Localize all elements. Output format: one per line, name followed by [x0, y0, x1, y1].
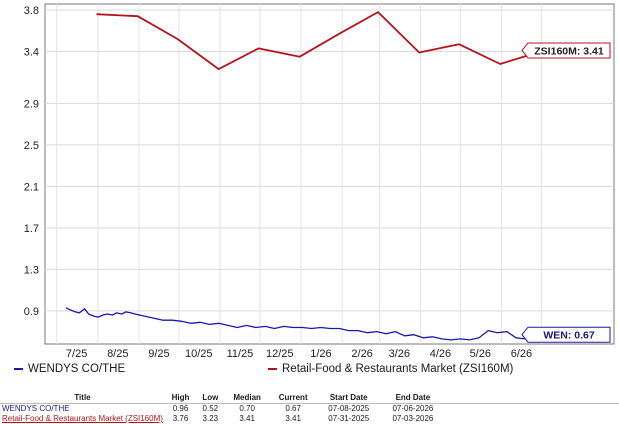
legend-label-zsi160m: Retail-Food & Restaurants Market (ZSI160…	[282, 363, 514, 375]
callout-label: WEN: 0.67	[543, 330, 595, 342]
x-tick-label: 3/26	[389, 348, 410, 360]
cell-high: 3.76	[172, 414, 189, 423]
callout-wendys: WEN: 0.67	[521, 326, 611, 343]
series-line-wendys	[65, 307, 549, 343]
header-high: High	[164, 393, 197, 404]
header-current: Current	[269, 393, 317, 404]
header-title: Title	[0, 393, 165, 404]
y-tick-label: 0.9	[24, 306, 39, 318]
cell-median: 3.41	[239, 414, 255, 423]
stats-table: Title High Low Median Current Start Date…	[0, 393, 619, 424]
y-tick-label: 3.8	[24, 5, 39, 17]
x-axis-ticks: 7/25 8/25 9/25 10/25 11/25 12/25 1/26 2/26 3/26 4…	[66, 348, 532, 360]
x-tick-label: 11/25	[227, 348, 254, 360]
series-lines	[65, 11, 549, 343]
y-tick-label: 2.9	[24, 98, 39, 110]
header-end-date: End Date	[380, 393, 445, 404]
header-start-date: Start Date	[316, 393, 381, 404]
x-tick-label: 9/25	[148, 348, 169, 360]
legend-label-wendys: WENDYS CO/THE	[28, 363, 126, 375]
cell-spacer	[445, 414, 619, 424]
cell-high: 0.96	[172, 404, 189, 413]
cell-end-date: 07-03-2026	[392, 414, 434, 423]
callout-zsi160m: ZSI160M: 3.41	[521, 42, 611, 59]
x-tick-label: 1/26	[310, 348, 331, 360]
series-line-zsi160m	[96, 11, 545, 70]
chart: 0.9 1.3 1.7 2.1 2.5 2.9 3.4 3.8 7/25 8/25 9/25 10/…	[24, 3, 615, 360]
cell-start-date: 07-31-2025	[328, 414, 370, 423]
cell-low: 3.23	[202, 414, 219, 423]
x-tick-label: 6/26	[511, 348, 532, 360]
x-tick-label: 2/26	[351, 348, 372, 360]
stats-header-row: Title High Low Median Current Start Date…	[0, 393, 619, 404]
callout-label: ZSI160M: 3.41	[534, 45, 604, 57]
header-median: Median	[224, 393, 270, 404]
cell-start-date: 07-08-2025	[328, 404, 370, 413]
x-tick-label: 12/25	[266, 348, 294, 360]
table-row: WENDYS CO/THE 0.96 0.52 0.70 0.67 07-08-…	[0, 404, 619, 415]
plot-frame	[44, 3, 615, 345]
header-low: Low	[196, 393, 225, 404]
y-tick-label: 1.3	[24, 264, 39, 276]
x-tick-label: 4/26	[430, 348, 451, 360]
cell-current: 0.67	[285, 404, 301, 413]
grid	[44, 3, 615, 345]
x-tick-label: 7/25	[66, 348, 87, 360]
x-tick-label: 8/25	[107, 348, 128, 360]
row-title-link[interactable]: WENDYS CO/THE	[2, 404, 70, 413]
y-tick-label: 3.4	[24, 47, 39, 59]
table-row: Retail-Food & Restaurants Market (ZSI160…	[0, 414, 619, 424]
y-tick-label: 2.1	[24, 181, 39, 193]
y-tick-label: 1.7	[24, 223, 39, 235]
legend-swatch-wendys	[14, 367, 23, 370]
series-callouts: WEN: 0.67 ZSI160M: 3.41	[521, 42, 611, 343]
row-title-link[interactable]: Retail-Food & Restaurants Market (ZSI160…	[2, 414, 163, 423]
x-tick-label: 5/26	[470, 348, 491, 360]
y-axis-ticks: 0.9 1.3 1.7 2.1 2.5 2.9 3.4 3.8	[24, 5, 39, 318]
y-tick-label: 2.5	[24, 140, 39, 152]
cell-spacer	[445, 404, 619, 415]
cell-median: 0.70	[239, 404, 255, 413]
header-spacer	[445, 393, 619, 404]
legend-swatch-zsi160m	[268, 367, 277, 370]
x-tick-label: 10/25	[185, 348, 213, 360]
legend-item-zsi160m: Retail-Food & Restaurants Market (ZSI160…	[268, 363, 513, 375]
cell-low: 0.52	[202, 404, 219, 413]
legend-item-wendys: WENDYS CO/THE	[14, 363, 125, 375]
cell-end-date: 07-06-2026	[392, 404, 434, 413]
cell-current: 3.41	[285, 414, 301, 423]
